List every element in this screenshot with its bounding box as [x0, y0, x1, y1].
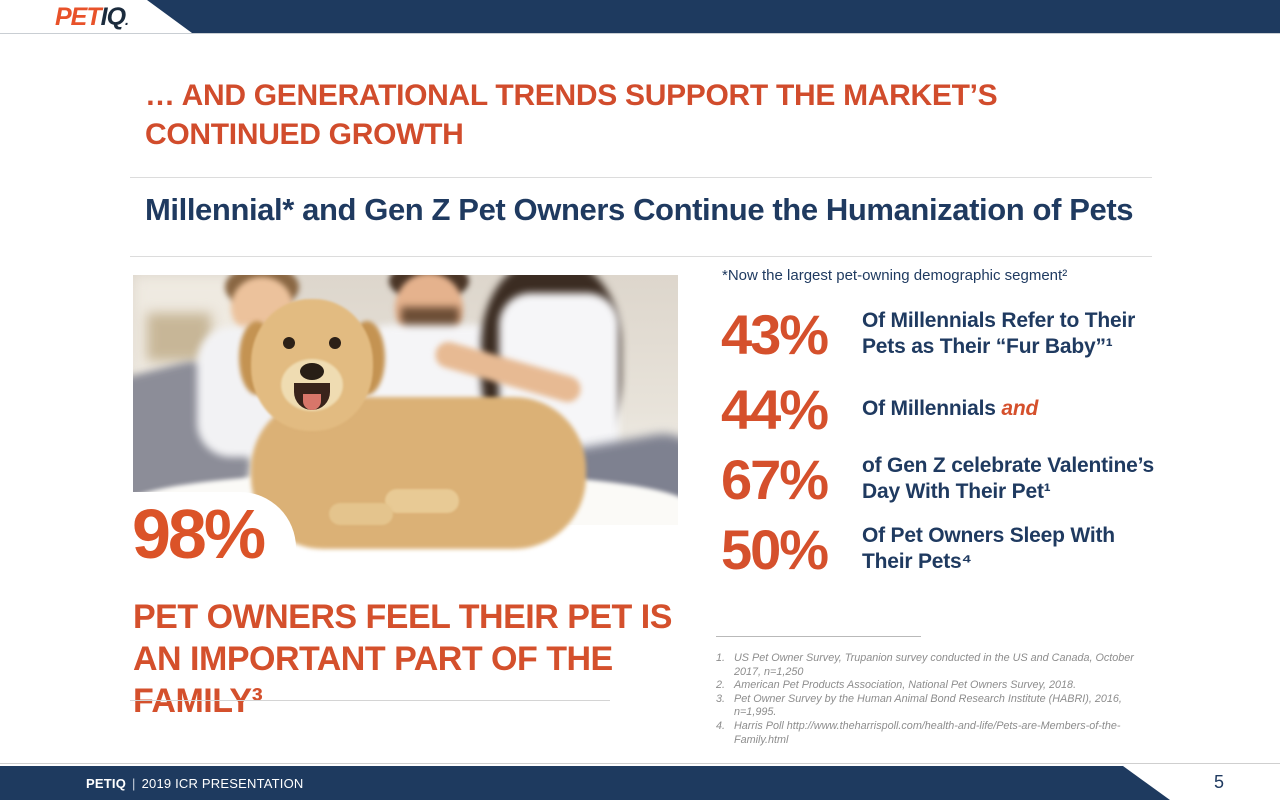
- family-with-dog-photo: [133, 275, 678, 578]
- stat-row-valentines: 67% of Gen Z celebrate Valentine’s Day W…: [700, 444, 1162, 514]
- footnotes-list: 1. US Pet Owner Survey, Trupanion survey…: [716, 652, 1161, 747]
- logo-iq-text: IQ: [100, 3, 126, 31]
- stat-row-fur-baby: 43% Of Millennials Refer to Their Pets a…: [700, 294, 1162, 374]
- page-number: 5: [1213, 772, 1224, 792]
- photo-dog-paw: [385, 489, 459, 513]
- footnote-item: 3. Pet Owner Survey by the Human Animal …: [716, 693, 1161, 720]
- footer-presentation-label: 2019 ICR PRESENTATION: [141, 775, 304, 791]
- highlight-stat-value: 98%: [132, 495, 266, 573]
- footer-text: PETIQ | 2019 ICR PRESENTATION: [86, 776, 304, 791]
- photo-dog-tongue: [303, 394, 321, 410]
- stat-row-sleep-with-pets: 50% Of Pet Owners Sleep With Their Pets⁴: [700, 514, 1162, 584]
- divider-below-subtitle: [130, 256, 1152, 257]
- footnote-number: 3.: [716, 692, 726, 705]
- footnote-number: 4.: [716, 719, 726, 732]
- petiq-logo: PETIQ.: [55, 3, 129, 32]
- photo-dog-right-eye: [329, 337, 341, 349]
- stat-label-text: of Gen Z celebrate Valentine’s Day With …: [862, 454, 1154, 503]
- stat-label: Of Millennials and: [862, 396, 1162, 422]
- stat-label-text: Of Millennials Refer to Their Pets as Th…: [862, 309, 1136, 358]
- footer-separator: |: [132, 775, 136, 791]
- stat-value: 43%: [720, 302, 829, 366]
- stat-label-text: Of Pet Owners Sleep With Their Pets⁴: [862, 524, 1115, 573]
- header-divider: [0, 33, 1280, 34]
- stat-value: 50%: [720, 517, 829, 581]
- footnote-item: 4. Harris Poll http://www.theharrispoll.…: [716, 720, 1161, 747]
- stats-list: 43% Of Millennials Refer to Their Pets a…: [700, 294, 1162, 584]
- logo-dot: .: [125, 12, 129, 28]
- stat-label: Of Pet Owners Sleep With Their Pets⁴: [862, 523, 1162, 575]
- stat-label-accent: and: [1001, 397, 1039, 420]
- divider-above-subtitle: [130, 177, 1152, 178]
- photo-dog-paw-2: [329, 503, 393, 525]
- stat-value: 44%: [720, 377, 829, 441]
- footnote-number: 1.: [716, 652, 726, 664]
- stat-label: Of Millennials Refer to Their Pets as Th…: [862, 308, 1162, 360]
- footnote-item: 1. US Pet Owner Survey, Trupanion survey…: [716, 652, 1161, 679]
- footer-divider: [0, 763, 1280, 764]
- footnote-text: Harris Poll http://www.theharrispoll.com…: [734, 719, 1121, 746]
- photo-dog-left-eye: [283, 337, 295, 349]
- photo-dog-nose: [300, 363, 324, 380]
- footnote-number: 2.: [716, 679, 726, 692]
- millennial-footnote-line: *Now the largest pet-owning demographic …: [722, 267, 1068, 284]
- highlight-stat-badge: 98%: [124, 492, 296, 579]
- stat-row-millennials-and: 44% Of Millennials and: [700, 374, 1162, 444]
- highlight-stat-caption: PET OWNERS FEEL THEIR PET IS AN IMPORTAN…: [133, 598, 672, 720]
- slide-subtitle: Millennial* and Gen Z Pet Owners Continu…: [145, 192, 1134, 227]
- stat-value: 67%: [720, 447, 829, 511]
- footnote-item: 2. American Pet Products Association, Na…: [716, 679, 1161, 693]
- footnote-text: Pet Owner Survey by the Human Animal Bon…: [734, 692, 1122, 719]
- footnotes-divider: [716, 636, 921, 637]
- footer-bar: PETIQ | 2019 ICR PRESENTATION: [0, 766, 1170, 800]
- top-navy-band: [147, 0, 1280, 33]
- slide-title: … AND GENERATIONAL TRENDS SUPPORT THE MA…: [145, 79, 998, 151]
- logo-pet-text: PET: [55, 3, 102, 31]
- divider-below-caption: [130, 700, 610, 701]
- stat-label: of Gen Z celebrate Valentine’s Day With …: [862, 453, 1162, 505]
- footer-brand: PETIQ: [86, 775, 127, 791]
- footnote-text: American Pet Products Association, Natio…: [734, 679, 1077, 692]
- footnote-text: US Pet Owner Survey, Trupanion survey co…: [734, 652, 1134, 678]
- stat-label-text: Of Millennials: [862, 397, 1002, 420]
